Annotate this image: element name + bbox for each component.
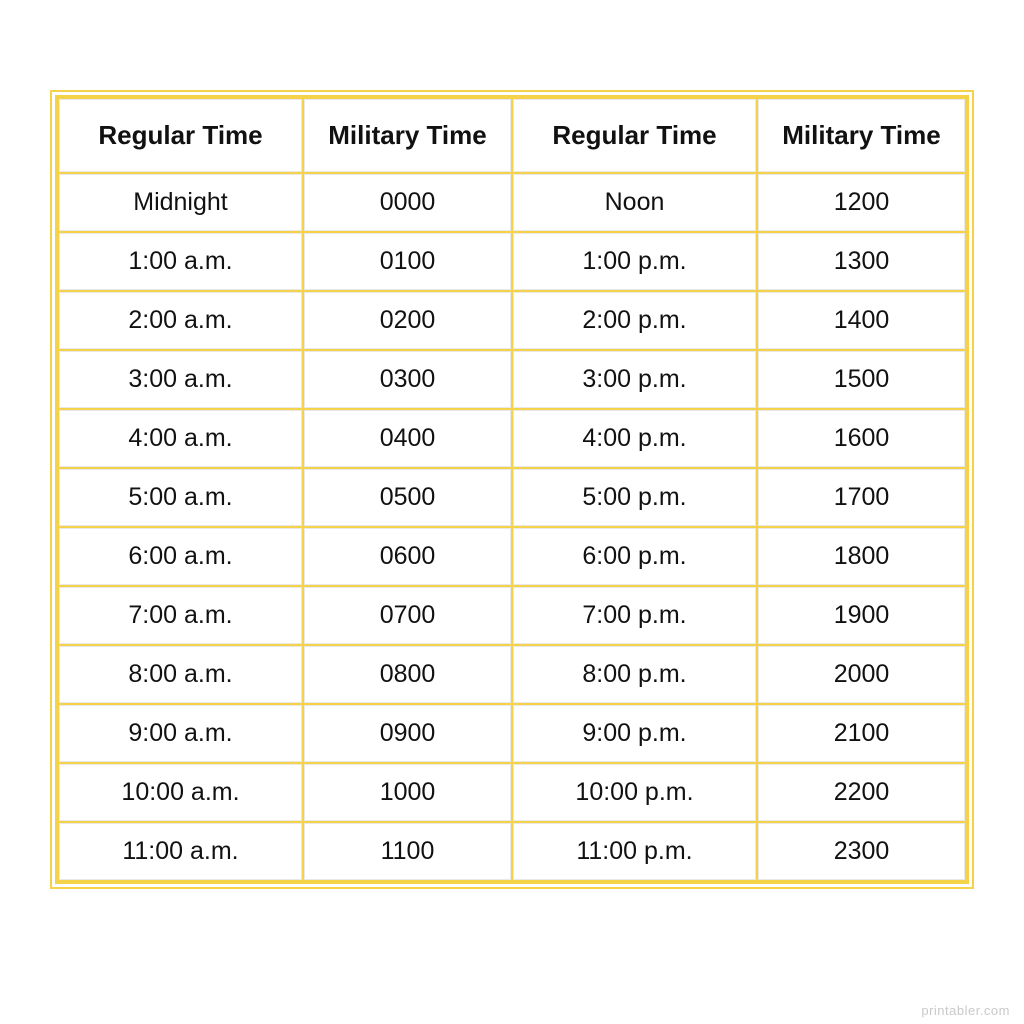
table-inner-border: Regular Time Military Time Regular Time … xyxy=(55,95,969,884)
cell-regular-time: 1:00 p.m. xyxy=(513,233,756,290)
cell-regular-time: 1:00 a.m. xyxy=(59,233,302,290)
cell-military-time: 1100 xyxy=(304,823,511,880)
time-conversion-table: Regular Time Military Time Regular Time … xyxy=(57,97,967,882)
cell-regular-time: 8:00 p.m. xyxy=(513,646,756,703)
cell-regular-time: 2:00 p.m. xyxy=(513,292,756,349)
cell-military-time: 1500 xyxy=(758,351,965,408)
cell-regular-time: 11:00 p.m. xyxy=(513,823,756,880)
cell-military-time: 0700 xyxy=(304,587,511,644)
table-header-row: Regular Time Military Time Regular Time … xyxy=(59,99,965,172)
cell-regular-time: 9:00 a.m. xyxy=(59,705,302,762)
cell-regular-time: 9:00 p.m. xyxy=(513,705,756,762)
cell-military-time: 1700 xyxy=(758,469,965,526)
cell-military-time: 0000 xyxy=(304,174,511,231)
cell-military-time: 1000 xyxy=(304,764,511,821)
cell-regular-time: 11:00 a.m. xyxy=(59,823,302,880)
cell-military-time: 2200 xyxy=(758,764,965,821)
cell-military-time: 0100 xyxy=(304,233,511,290)
cell-military-time: 0900 xyxy=(304,705,511,762)
cell-military-time: 1400 xyxy=(758,292,965,349)
cell-military-time: 1600 xyxy=(758,410,965,467)
table-row: 11:00 a.m. 1100 11:00 p.m. 2300 xyxy=(59,823,965,880)
table-row: Midnight 0000 Noon 1200 xyxy=(59,174,965,231)
table-row: 10:00 a.m. 1000 10:00 p.m. 2200 xyxy=(59,764,965,821)
table-header: Regular Time Military Time Regular Time … xyxy=(59,99,965,172)
cell-regular-time: 10:00 a.m. xyxy=(59,764,302,821)
cell-military-time: 0400 xyxy=(304,410,511,467)
cell-regular-time: 3:00 p.m. xyxy=(513,351,756,408)
table-row: 4:00 a.m. 0400 4:00 p.m. 1600 xyxy=(59,410,965,467)
page: Regular Time Military Time Regular Time … xyxy=(0,0,1024,1024)
cell-military-time: 0300 xyxy=(304,351,511,408)
cell-regular-time: 5:00 p.m. xyxy=(513,469,756,526)
cell-military-time: 2000 xyxy=(758,646,965,703)
cell-regular-time: 6:00 p.m. xyxy=(513,528,756,585)
cell-military-time: 0600 xyxy=(304,528,511,585)
cell-regular-time: 7:00 a.m. xyxy=(59,587,302,644)
column-header: Military Time xyxy=(304,99,511,172)
cell-military-time: 2100 xyxy=(758,705,965,762)
watermark-text: printabler.com xyxy=(921,1003,1010,1018)
table-row: 8:00 a.m. 0800 8:00 p.m. 2000 xyxy=(59,646,965,703)
table-row: 2:00 a.m. 0200 2:00 p.m. 1400 xyxy=(59,292,965,349)
table-row: 6:00 a.m. 0600 6:00 p.m. 1800 xyxy=(59,528,965,585)
cell-military-time: 1200 xyxy=(758,174,965,231)
cell-regular-time: 7:00 p.m. xyxy=(513,587,756,644)
cell-regular-time: 10:00 p.m. xyxy=(513,764,756,821)
table-row: 1:00 a.m. 0100 1:00 p.m. 1300 xyxy=(59,233,965,290)
cell-regular-time: Midnight xyxy=(59,174,302,231)
cell-military-time: 0500 xyxy=(304,469,511,526)
cell-military-time: 0800 xyxy=(304,646,511,703)
column-header: Regular Time xyxy=(59,99,302,172)
table-row: 7:00 a.m. 0700 7:00 p.m. 1900 xyxy=(59,587,965,644)
table-row: 3:00 a.m. 0300 3:00 p.m. 1500 xyxy=(59,351,965,408)
cell-regular-time: 4:00 a.m. xyxy=(59,410,302,467)
column-header: Military Time xyxy=(758,99,965,172)
cell-military-time: 1300 xyxy=(758,233,965,290)
cell-regular-time: 8:00 a.m. xyxy=(59,646,302,703)
cell-regular-time: 5:00 a.m. xyxy=(59,469,302,526)
cell-regular-time: 2:00 a.m. xyxy=(59,292,302,349)
table-outer-border: Regular Time Military Time Regular Time … xyxy=(50,90,974,889)
cell-military-time: 0200 xyxy=(304,292,511,349)
cell-regular-time: 6:00 a.m. xyxy=(59,528,302,585)
cell-regular-time: Noon xyxy=(513,174,756,231)
cell-military-time: 2300 xyxy=(758,823,965,880)
table-row: 5:00 a.m. 0500 5:00 p.m. 1700 xyxy=(59,469,965,526)
cell-regular-time: 4:00 p.m. xyxy=(513,410,756,467)
cell-military-time: 1800 xyxy=(758,528,965,585)
cell-regular-time: 3:00 a.m. xyxy=(59,351,302,408)
column-header: Regular Time xyxy=(513,99,756,172)
table-row: 9:00 a.m. 0900 9:00 p.m. 2100 xyxy=(59,705,965,762)
table-body: Midnight 0000 Noon 1200 1:00 a.m. 0100 1… xyxy=(59,174,965,880)
cell-military-time: 1900 xyxy=(758,587,965,644)
